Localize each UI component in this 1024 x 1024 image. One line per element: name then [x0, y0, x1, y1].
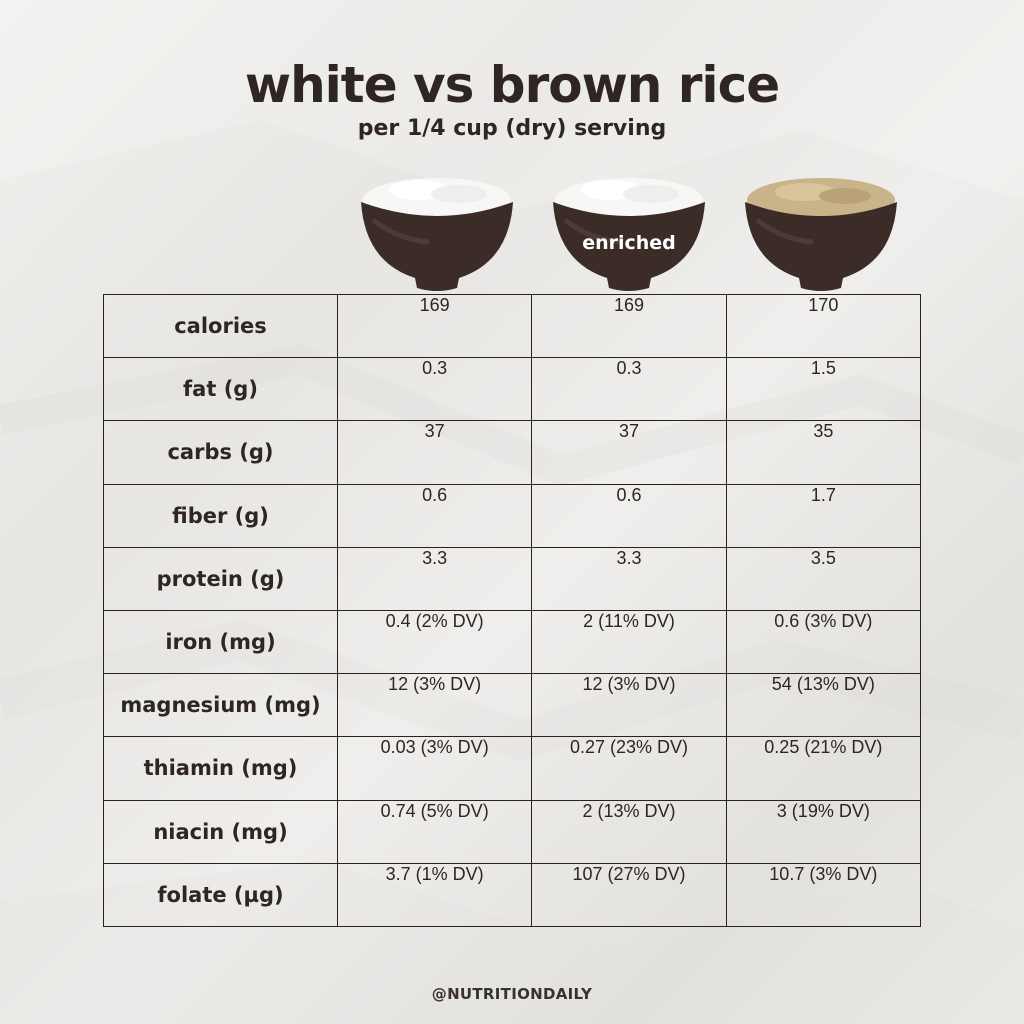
row-label: protein (g): [103, 546, 338, 611]
white-rice-bowl-icon: [359, 170, 515, 292]
enriched-label: enriched: [582, 232, 676, 254]
white-rice-value: 0.4 (2% DV): [336, 609, 533, 675]
table-row: thiamin (mg) 0.03 (3% DV) 0.27 (23% DV) …: [103, 736, 922, 801]
row-label: magnesium (mg): [103, 673, 338, 738]
white-rice-value: 0.6: [336, 483, 533, 548]
row-label: thiamin (mg): [103, 736, 338, 801]
table-row: calories 169 169 170: [103, 293, 922, 359]
table-row: carbs (g) 37 37 35: [103, 420, 922, 485]
enriched-rice-value: 0.6: [531, 483, 727, 548]
table-row: protein (g) 3.3 3.3 3.5: [103, 546, 922, 611]
brown-rice-value: 35: [725, 420, 922, 485]
brown-rice-bowl-icon: [743, 170, 899, 292]
brown-rice-value: 170: [725, 293, 922, 359]
row-label: fiber (g): [103, 483, 338, 548]
enriched-rice-value: 3.3: [531, 546, 727, 611]
white-rice-value: 37: [336, 420, 533, 485]
brown-rice-value: 0.25 (21% DV): [725, 736, 922, 801]
footer-handle: @NUTRITIONDAILY: [431, 985, 593, 1003]
brown-rice-value: 3.5: [725, 546, 922, 611]
row-label: folate (µg): [103, 862, 338, 928]
enriched-rice-value: 12 (3% DV): [531, 673, 727, 738]
white-rice-value: 3.3: [336, 546, 533, 611]
enriched-rice-value: 0.27 (23% DV): [531, 736, 727, 801]
table-row: fat (g) 0.3 0.3 1.5: [103, 357, 922, 422]
enriched-rice-value: 169: [531, 293, 727, 359]
table-row: iron (mg) 0.4 (2% DV) 2 (11% DV) 0.6 (3%…: [103, 609, 922, 675]
table-row: niacin (mg) 0.74 (5% DV) 2 (13% DV) 3 (1…: [103, 799, 922, 864]
brown-rice-value: 0.6 (3% DV): [725, 609, 922, 675]
enriched-rice-value: 2 (11% DV): [531, 609, 727, 675]
brown-rice-value: 1.5: [725, 357, 922, 422]
table-row: folate (µg) 3.7 (1% DV) 107 (27% DV) 10.…: [103, 862, 922, 928]
brown-rice-value: 10.7 (3% DV): [725, 862, 922, 928]
brown-rice-value: 54 (13% DV): [725, 673, 922, 738]
nutrition-table: calories 169 169 170 fat (g) 0.3 0.3 1.5…: [103, 293, 922, 928]
table-row: fiber (g) 0.6 0.6 1.7: [103, 483, 922, 548]
row-label: niacin (mg): [103, 799, 338, 864]
white-rice-value: 169: [336, 293, 533, 359]
white-rice-value: 0.03 (3% DV): [336, 736, 533, 801]
enriched-rice-value: 2 (13% DV): [531, 799, 727, 864]
enriched-rice-value: 107 (27% DV): [531, 862, 727, 928]
page-subtitle: per 1/4 cup (dry) serving: [357, 116, 667, 141]
page-title: white vs brown rice: [244, 56, 780, 114]
enriched-rice-value: 37: [531, 420, 727, 485]
row-label: iron (mg): [103, 609, 338, 675]
white-rice-value: 3.7 (1% DV): [336, 862, 533, 928]
brown-rice-value: 1.7: [725, 483, 922, 548]
brown-rice-value: 3 (19% DV): [725, 799, 922, 864]
white-rice-value: 0.74 (5% DV): [336, 799, 533, 864]
white-rice-value: 0.3: [336, 357, 533, 422]
row-label: fat (g): [103, 357, 338, 422]
row-label: calories: [103, 293, 338, 359]
table-row: magnesium (mg) 12 (3% DV) 12 (3% DV) 54 …: [103, 673, 922, 738]
enriched-white-rice-bowl-icon: enriched: [551, 170, 707, 292]
enriched-rice-value: 0.3: [531, 357, 727, 422]
white-rice-value: 12 (3% DV): [336, 673, 533, 738]
row-label: carbs (g): [103, 420, 338, 485]
